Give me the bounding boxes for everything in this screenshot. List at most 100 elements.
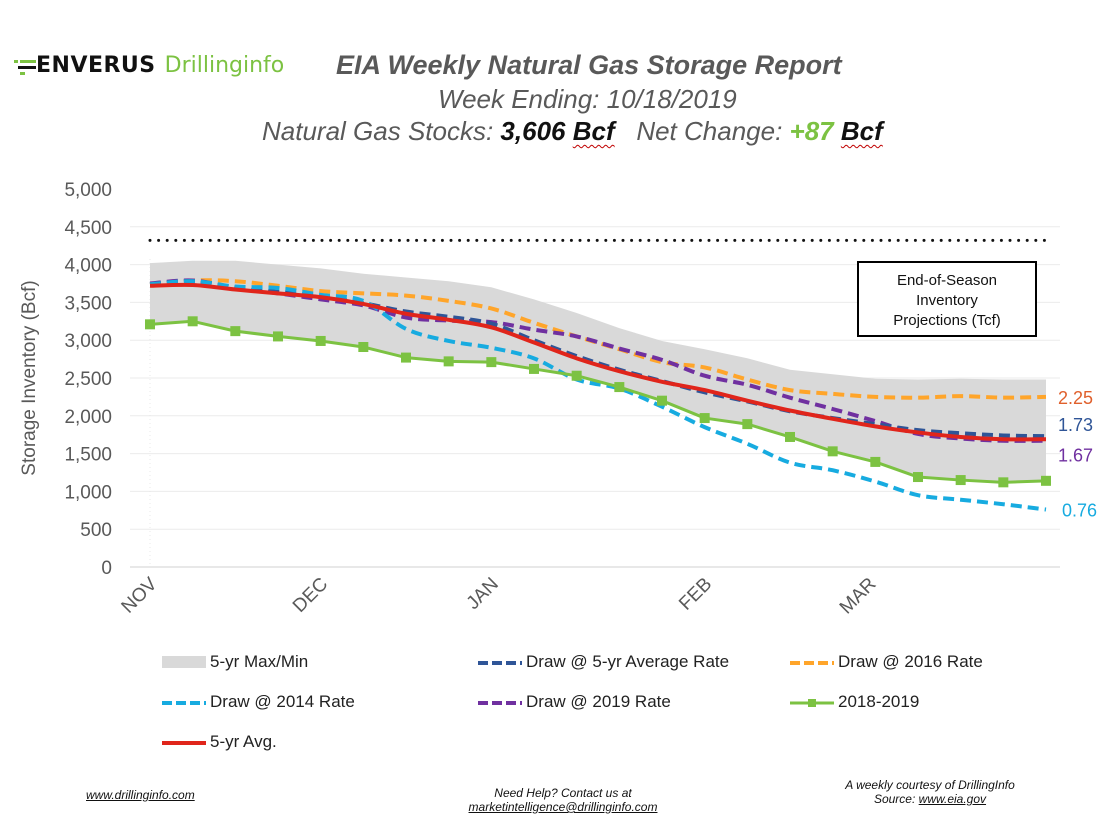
- website-link[interactable]: www.drillinginfo.com: [86, 788, 195, 802]
- y-tick-label: 3,500: [64, 293, 112, 314]
- y-tick-label: 5,000: [64, 180, 112, 201]
- y-axis-label: Storage Inventory (Bcf): [19, 280, 40, 475]
- data-point-marker: [742, 419, 753, 430]
- legend-item-2014-rate: Draw @ 2014 Rate: [162, 692, 355, 712]
- logo-brand: ENVERUS: [36, 52, 156, 78]
- data-point-marker: [955, 475, 966, 486]
- source-link[interactable]: www.eia.gov: [918, 792, 987, 806]
- legend-item-2019-rate: Draw @ 2019 Rate: [478, 692, 671, 712]
- series-line-draw-2014-rate: [149, 279, 1047, 512]
- series-layer: [145, 278, 1051, 512]
- legend-swatch-marker: [790, 695, 834, 709]
- end-label: 2.25: [1058, 388, 1093, 408]
- data-point-marker: [358, 342, 369, 353]
- data-point-marker: [401, 352, 411, 363]
- net-change-value: +87: [789, 116, 834, 146]
- data-point-marker: [699, 413, 710, 424]
- courtesy-text: A weekly courtesy of DrillingInfo: [845, 778, 1015, 792]
- y-tick-label: 4,000: [64, 256, 112, 277]
- logo-product: Drillinginfo: [164, 52, 285, 78]
- y-tick-label: 500: [80, 520, 112, 541]
- report-title: EIA Weekly Natural Gas Storage Report: [336, 50, 842, 80]
- data-point-marker: [827, 446, 838, 457]
- help-email-link[interactable]: marketintelligence@drillinginfo.com: [468, 800, 658, 814]
- legend-swatch-dashed: [162, 695, 206, 709]
- data-point-marker: [187, 316, 198, 327]
- enverus-drillinginfo-logo: ENVERUS Drillinginfo: [14, 50, 284, 80]
- x-tick-label: FEB: [675, 574, 716, 615]
- annotation-line-2: Inventory: [916, 292, 978, 309]
- series-line-2018-2019: [149, 319, 1047, 484]
- legend-swatch-dashed: [790, 655, 834, 669]
- x-tick-label: MAR: [836, 574, 881, 619]
- y-tick-label: 2,500: [64, 369, 112, 390]
- legend-item-5yr-avg: 5-yr Avg.: [162, 732, 277, 752]
- legend-label: Draw @ 2014 Rate: [210, 692, 355, 711]
- end-label: 1.67: [1058, 446, 1093, 466]
- stocks-unit: Bcf: [572, 116, 615, 146]
- end-label: 0.76: [1062, 501, 1097, 521]
- footer-help: Need Help? Contact us at marketintellige…: [452, 786, 674, 814]
- stocks-value: 3,606: [500, 116, 566, 146]
- footer-courtesy: A weekly courtesy of DrillingInfo Source…: [830, 778, 1030, 806]
- band-layer: [150, 260, 1046, 483]
- data-point-marker: [315, 335, 326, 346]
- y-tick-label: 1,000: [64, 482, 112, 503]
- legend-item-2016-rate: Draw @ 2016 Rate: [790, 652, 983, 672]
- data-point-marker: [870, 456, 881, 467]
- chart-legend: 5-yr Max/Min Draw @ 5-yr Average Rate Dr…: [162, 652, 1062, 762]
- help-text: Need Help? Contact us at: [494, 786, 632, 800]
- legend-label: Draw @ 2019 Rate: [526, 692, 671, 711]
- data-point-marker: [273, 331, 283, 342]
- data-point-marker: [529, 363, 539, 374]
- legend-item-2018-2019: 2018-2019: [790, 692, 919, 712]
- y-tick-label: 2,000: [64, 407, 112, 428]
- week-ending: Week Ending: 10/18/2019: [438, 84, 737, 114]
- annotation-line-3: Projections (Tcf): [893, 312, 1001, 329]
- data-point-marker: [145, 319, 155, 330]
- data-point-marker: [571, 370, 582, 381]
- legend-swatch-band: [162, 655, 206, 669]
- legend-swatch-solid: [162, 735, 206, 749]
- data-point-marker: [657, 395, 667, 406]
- source-label: Source:: [873, 792, 919, 806]
- band-max-min: [150, 260, 1046, 483]
- end-label: 1.73: [1058, 415, 1093, 435]
- x-axis-ticks: NOV DEC JAN FEB MAR: [118, 573, 881, 618]
- legend-label: 5-yr Max/Min: [210, 652, 309, 671]
- data-point-marker: [998, 477, 1009, 488]
- annotation-box: End-of-Season Inventory Projections (Tcf…: [857, 261, 1037, 337]
- data-point-marker: [1041, 475, 1051, 486]
- y-tick-label: 1,500: [64, 445, 112, 466]
- legend-label: 5-yr Avg.: [210, 732, 277, 751]
- data-point-marker: [230, 326, 241, 337]
- data-point-marker: [486, 357, 497, 368]
- stocks-summary: Natural Gas Stocks: 3,606 Bcf Net Change…: [262, 116, 883, 147]
- legend-label: Draw @ 5-yr Average Rate: [526, 652, 730, 671]
- legend-item-5yr-rate: Draw @ 5-yr Average Rate: [478, 652, 729, 672]
- legend-label: 2018-2019: [838, 692, 920, 711]
- legend-swatch-dashed: [478, 695, 522, 709]
- footer-website[interactable]: www.drillinginfo.com: [86, 788, 195, 802]
- y-axis-ticks: 0 500 1,000 1,500 2,000 2,500 3,000 3,500 4,000 4…: [64, 180, 112, 579]
- x-tick-label: DEC: [289, 574, 332, 617]
- x-tick-label: NOV: [118, 573, 162, 617]
- data-point-marker: [913, 472, 923, 483]
- data-point-marker: [443, 356, 454, 367]
- legend-label: Draw @ 2016 Rate: [838, 652, 983, 671]
- stocks-label: Natural Gas Stocks:: [262, 116, 501, 146]
- legend-item-band: 5-yr Max/Min: [162, 652, 308, 672]
- net-change-unit: Bcf: [840, 116, 883, 146]
- data-point-marker: [785, 431, 795, 442]
- annotation-line-1: End-of-Season: [897, 272, 997, 289]
- y-tick-label: 4,500: [64, 218, 112, 239]
- end-labels: 2.25 1.73 1.67 0.76: [1058, 388, 1097, 521]
- y-tick-label: 3,000: [64, 331, 112, 352]
- y-tick-label: 0: [101, 558, 112, 579]
- logo-mark-icon: [14, 54, 36, 76]
- series-line-5-yr-avg: [149, 282, 1047, 442]
- legend-swatch-dashed: [478, 655, 522, 669]
- net-change-label: Net Change:: [636, 116, 790, 146]
- data-point-marker: [614, 382, 625, 393]
